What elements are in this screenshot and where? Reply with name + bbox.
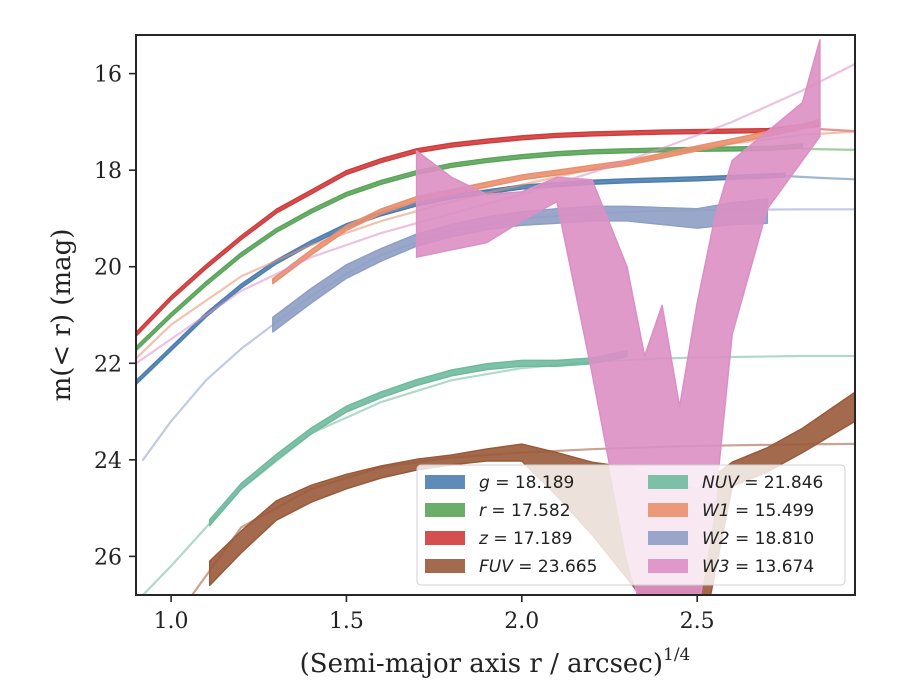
legend-swatch-fuv [425,559,465,573]
legend-entry-w3: W3 = 13.674 [702,557,814,577]
y-tick-label: 22 [94,352,122,377]
model-curve-w1 [136,130,855,360]
model-curve-nuv [141,354,855,595]
x-axis-label: (Semi-major axis r / arcsec)1/4 [300,645,691,679]
legend-swatch-r [425,503,465,517]
y-tick-label: 26 [94,545,122,570]
legend-swatch-nuv [648,475,688,489]
legend-swatch-w2 [648,531,688,545]
legend-swatch-w1 [648,503,688,517]
band-w3 [415,39,821,595]
model-curve-fuv [191,442,855,595]
legend-entry-w1: W1 = 15.499 [702,501,814,521]
axis-ticks: 1.0 1.5 2.0 2.5 16 18 20 22 24 26 [94,63,715,634]
x-tick-label: 1.0 [154,609,189,634]
legend-swatch-w3 [648,559,688,573]
legend-entry-r: r = 17.582 [479,501,571,521]
x-axis-label-exponent: 1/4 [663,645,690,665]
legend-entry-g: g = 18.189 [479,473,574,493]
x-tick-label: 1.5 [329,609,364,634]
y-tick-label: 24 [94,449,122,474]
y-tick-label: 18 [94,159,122,184]
y-tick-label: 16 [94,63,122,88]
series-w3 [136,39,855,595]
x-tick-label: 2.0 [504,609,539,634]
model-curve-z [818,128,855,133]
legend-entry-w2: W2 = 18.810 [702,529,814,549]
legend-entry-z: z = 17.189 [478,529,572,549]
model-curve-g [783,174,855,181]
legend-frame [416,464,846,586]
model-curve-w3 [136,62,855,365]
legend-swatch-z [425,531,465,545]
y-tick-label: 20 [94,256,122,281]
legend-entry-fuv: FUV = 23.665 [479,557,597,577]
legend-entry-nuv: NUV = 21.846 [702,473,823,493]
plot-frame [135,34,856,596]
x-tick-label: 2.5 [680,609,715,634]
model-curve-w2 [141,208,855,461]
y-axis-label: m(< r) (mag) [47,229,77,402]
legend: g = 18.189 r = 17.582 z = 17.189 FUV = 23.6… [416,464,846,586]
legend-swatch-g [425,475,465,489]
